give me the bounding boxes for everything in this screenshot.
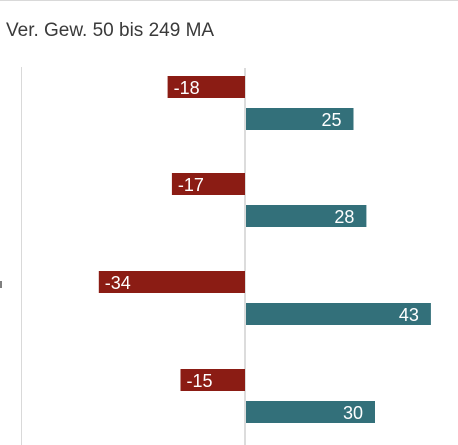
edge-tick-mark [0,281,2,288]
positive-bar-1 [246,108,354,130]
panel-left-border [21,67,22,445]
data-label-negative-3: -34 [105,273,131,293]
negative-bar-1 [167,76,245,98]
negative-bar-4 [180,369,245,391]
chart-title: Ver. Gew. 50 bis 249 MA [6,20,215,41]
data-label-positive-2: 28 [334,207,354,227]
negative-bar-3 [98,271,245,293]
positive-bar-4 [246,401,375,423]
negative-bar-2 [171,173,245,195]
data-label-positive-1: 25 [321,110,341,130]
data-label-positive-4: 30 [343,403,363,423]
data-label-negative-1: -18 [174,78,200,98]
data-label-negative-4: -15 [187,371,213,391]
positive-bar-3 [246,303,431,325]
data-label-negative-2: -17 [178,175,204,195]
positive-bar-2 [246,205,367,227]
data-label-positive-3: 43 [399,305,419,325]
top-divider [0,0,458,1]
